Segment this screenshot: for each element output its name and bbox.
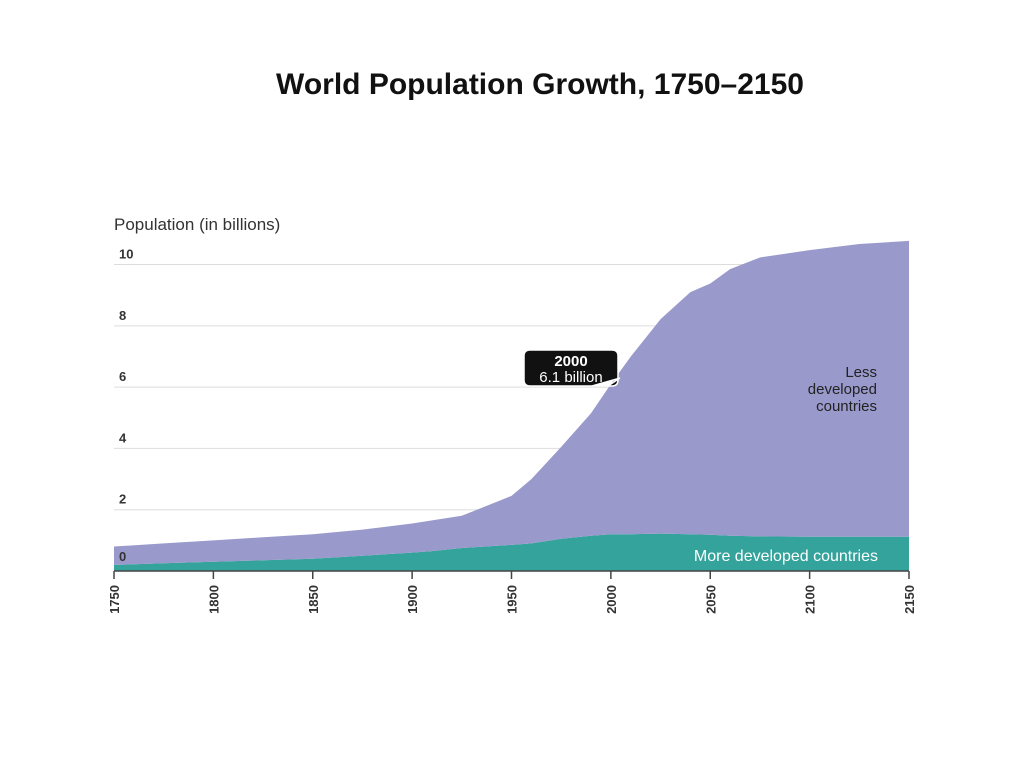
chart-title: World Population Growth, 1750–2150: [276, 68, 804, 101]
y-tick-label-10: 10: [119, 247, 133, 262]
y-tick-label-8: 8: [119, 308, 126, 323]
y-tick-label-0: 0: [119, 549, 126, 564]
x-tick-label-2000: 2000: [604, 585, 619, 614]
area-series-more-developed: [114, 533, 909, 571]
x-tick-label-2150: 2150: [902, 585, 917, 614]
callout-value: 6.1 billion: [539, 369, 602, 386]
y-tick-label-6: 6: [119, 369, 126, 384]
x-tick-label-2050: 2050: [703, 585, 718, 614]
y-tick-label-2: 2: [119, 492, 126, 507]
x-tick-label-1750: 1750: [107, 585, 122, 614]
x-tick-label-1800: 1800: [206, 585, 221, 614]
callout-year: 2000: [554, 353, 587, 370]
area-series-less-developed: [114, 240, 909, 565]
y-tick-label-4: 4: [119, 430, 127, 445]
y-axis-title: Population (in billions): [114, 215, 280, 234]
series-label-more-developed: More developed countries: [694, 548, 878, 565]
x-tick-label-1950: 1950: [505, 585, 520, 614]
series-label-less-developed-line-1: Less: [845, 364, 877, 381]
x-tick-label-2100: 2100: [803, 585, 818, 614]
callout-box: [523, 349, 621, 387]
label-layer: Population (in billions) 0 2 4 6 8 10 Lessdevel…: [114, 215, 878, 565]
area-layer: [114, 240, 909, 571]
axis-layer: 1750 1800 1850 1900 1950 2000 2050 2100 2150: [107, 570, 917, 614]
x-tick-label-1850: 1850: [306, 585, 321, 614]
series-label-less-developed-line-3: countries: [816, 398, 877, 415]
x-tick-label-1900: 1900: [405, 585, 420, 614]
series-label-less-developed-line-2: developed: [808, 381, 877, 398]
